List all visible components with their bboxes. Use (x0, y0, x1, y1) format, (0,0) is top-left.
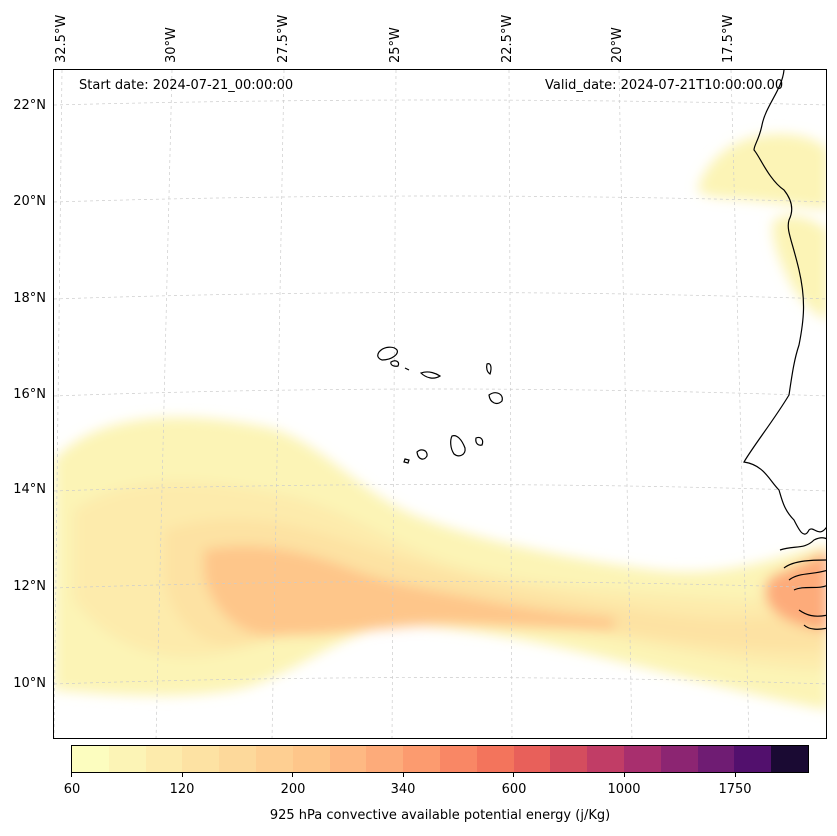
colorbar-tick-mark (624, 773, 625, 777)
colorbar-tick-label: 200 (280, 782, 306, 797)
colorbar-segment (108, 746, 146, 772)
cape-region-coast-north (772, 215, 826, 320)
colorbar (71, 745, 809, 773)
cape-verde-islands (377, 346, 503, 464)
colorbar-label: 925 hPa convective available potential e… (269, 808, 611, 823)
west-africa-coastline (743, 70, 826, 535)
colorbar-tick-label: 340 (390, 782, 416, 797)
lon-label-27-5: 27.5°W (276, 14, 291, 63)
island-boa-vista (488, 392, 503, 405)
gridlines (54, 70, 826, 738)
gridline-lat-22 (54, 99, 826, 106)
colorbar-segment (697, 746, 735, 772)
colorbar-segment (182, 746, 220, 772)
colorbar-segment (72, 746, 109, 772)
coastline (743, 70, 826, 630)
colorbar-tick-mark (182, 773, 183, 777)
gridline-lon-32-5 (54, 70, 63, 738)
gridline-lat-14 (54, 484, 826, 492)
valid-date-label: Valid_date: 2024-07-21T10:00:00.00 (545, 78, 784, 93)
gridline-lon-22-5 (508, 70, 513, 738)
island-santo-antao (377, 346, 398, 361)
gridline-lon-25 (391, 70, 397, 738)
colorbar-segment (476, 746, 514, 772)
lat-label-22: 22°N (13, 98, 46, 113)
colorbar-tick-label: 60 (63, 782, 81, 797)
colorbar-segment (403, 746, 440, 772)
senegal-coastline (779, 537, 826, 630)
colorbar-segment (550, 746, 588, 772)
lat-label-18: 18°N (13, 291, 46, 306)
lon-label-17-5: 17.5°W (721, 14, 736, 63)
cape-field (54, 134, 826, 710)
lon-label-25: 25°W (388, 27, 403, 63)
colorbar-segment (329, 746, 367, 772)
gridline-lat-16 (54, 388, 826, 397)
lon-label-32-5: 32.5°W (54, 14, 69, 63)
island-brava (403, 458, 410, 464)
colorbar-segment (439, 746, 477, 772)
island-santiago (450, 435, 466, 457)
colorbar-segment (771, 746, 808, 772)
colorbar-segment (513, 746, 551, 772)
colorbar-segment (255, 746, 293, 772)
lat-label-12: 12°N (13, 579, 46, 594)
colorbar-segment (366, 746, 404, 772)
colorbar-segment (145, 746, 183, 772)
colorbar-tick-mark (292, 773, 293, 777)
cape-region-200 (204, 546, 614, 636)
map-panel (53, 69, 827, 739)
island-sal (486, 363, 492, 375)
gridline-lat-18 (54, 292, 826, 300)
gridline-lat-20 (54, 195, 826, 203)
map-canvas (54, 70, 826, 738)
gridline-lon-27-5 (271, 70, 285, 738)
island-sao-vicente (390, 360, 400, 367)
lat-label-16: 16°N (13, 387, 46, 402)
start-date-label: Start date: 2024-07-21_00:00:00 (79, 78, 294, 93)
cape-region-coast (765, 551, 826, 630)
colorbar-tick-mark (513, 773, 514, 777)
colorbar-tick-mark (735, 773, 736, 777)
colorbar-segment (587, 746, 624, 772)
colorbar-tick-mark (71, 773, 72, 777)
colorbar-segment (623, 746, 661, 772)
lon-label-22-5: 22.5°W (500, 14, 515, 63)
lon-label-30: 30°W (164, 27, 179, 63)
colorbar-tick-label: 120 (169, 782, 195, 797)
colorbar-tick-label: 1000 (607, 782, 641, 797)
gridline-lon-17-5 (730, 70, 750, 738)
colorbar-segment (219, 746, 256, 772)
island-fogo (416, 449, 428, 460)
lat-label-10: 10°N (13, 676, 46, 691)
colorbar-segment (660, 746, 698, 772)
colorbar-segment (292, 746, 330, 772)
gridline-lon-20 (618, 70, 633, 738)
colorbar-tick-mark (403, 773, 404, 777)
cape-region-north (697, 134, 826, 210)
colorbar-segment (734, 746, 772, 772)
gridline-lat-12 (54, 581, 826, 589)
lat-label-14: 14°N (13, 482, 46, 497)
island-santa-luzia (404, 367, 410, 371)
gridline-lon-30 (155, 70, 173, 738)
lon-label-20: 20°W (610, 27, 625, 63)
island-maio (475, 436, 484, 446)
gridline-lat-10 (54, 677, 826, 685)
colorbar-tick-label: 600 (501, 782, 527, 797)
island-sao-nicolau (419, 371, 442, 379)
lat-label-20: 20°N (13, 194, 46, 209)
colorbar-tick-label: 1750 (718, 782, 752, 797)
